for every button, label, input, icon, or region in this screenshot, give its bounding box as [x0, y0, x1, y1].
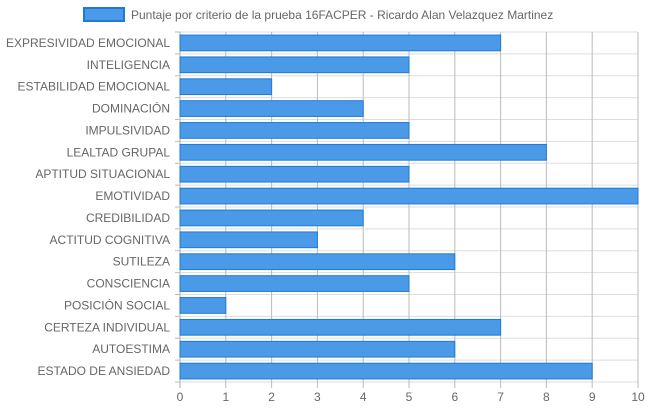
category-label: CREDIBILIDAD	[86, 211, 170, 225]
category-label: CONSCIENCIA	[87, 277, 170, 291]
bar[interactable]	[179, 165, 410, 183]
category-label: ESTADO DE ANSIEDAD	[38, 364, 171, 378]
bar[interactable]	[179, 297, 227, 314]
bars	[179, 34, 639, 380]
bar[interactable]	[179, 78, 273, 96]
bar[interactable]	[179, 34, 502, 52]
bar[interactable]	[179, 56, 410, 74]
bar[interactable]	[179, 253, 456, 271]
category-label: EXPRESIVIDAD EMOCIONAL	[6, 36, 170, 50]
x-tick-label: 8	[543, 390, 550, 404]
x-tick-label: 7	[497, 390, 504, 404]
x-tick-label: 4	[360, 390, 367, 404]
x-tick-label: 2	[268, 390, 275, 404]
x-tick-label: 9	[589, 390, 596, 404]
bar[interactable]	[179, 340, 456, 358]
category-label: AUTOESTIMA	[92, 342, 170, 356]
category-label: LEALTAD GRUPAL	[67, 145, 171, 159]
category-label: IMPULSIVIDAD	[85, 123, 170, 137]
category-label: POSICIÓN SOCIAL	[64, 297, 170, 312]
category-labels: EXPRESIVIDAD EMOCIONAL INTELIGENCIA ESTABI…	[6, 36, 170, 378]
x-tick-label: 3	[314, 390, 321, 404]
category-label: DOMINACIÓN	[92, 101, 170, 116]
bar[interactable]	[179, 318, 502, 336]
x-tick-label: 10	[631, 390, 645, 404]
legend-label: Puntaje por criterio de la prueba 16FACP…	[131, 8, 553, 22]
bar[interactable]	[179, 143, 547, 161]
bar[interactable]	[179, 122, 410, 139]
bar[interactable]	[179, 362, 593, 380]
category-label: SUTILEZA	[113, 255, 170, 269]
category-label: CERTEZA INDIVIDUAL	[44, 320, 170, 334]
category-label: EMOTIVIDAD	[95, 189, 170, 203]
category-label: ACTITUD COGNITIVA	[50, 233, 170, 247]
bar[interactable]	[179, 100, 364, 117]
category-label: ESTABILIDAD EMOCIONAL	[18, 80, 171, 94]
bar[interactable]	[179, 231, 318, 249]
x-tick-label: 1	[222, 390, 229, 404]
x-tick-label: 0	[177, 390, 184, 404]
x-tick-labels: 0 1 2 3 4 5 6 7 8 9 10	[177, 390, 645, 404]
category-label: INTELIGENCIA	[87, 58, 170, 72]
x-tick-label: 6	[451, 390, 458, 404]
bar[interactable]	[179, 275, 410, 292]
legend-swatch	[83, 7, 125, 22]
category-label: APTITUD SITUACIONAL	[35, 167, 170, 181]
x-tick-label: 5	[406, 390, 413, 404]
bar[interactable]	[179, 209, 364, 227]
legend[interactable]: Puntaje por criterio de la prueba 16FACP…	[83, 7, 553, 22]
bar[interactable]	[179, 187, 639, 205]
